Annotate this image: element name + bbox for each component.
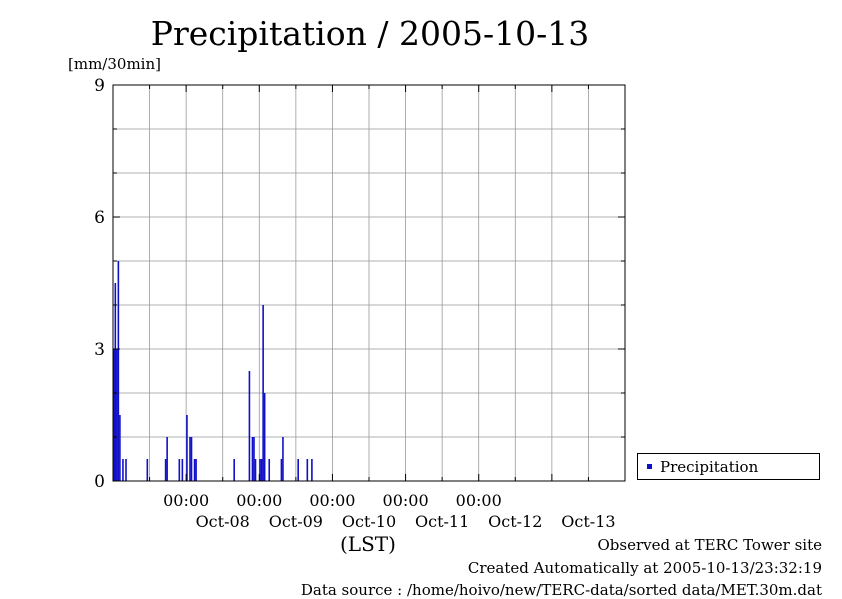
precipitation-bar [262,305,264,481]
precipitation-bar [114,283,117,481]
precipitation-bar [297,459,299,481]
grid-lines [113,85,625,481]
x-tick-time-label: 00:00 [309,491,355,510]
precipitation-bar [260,459,263,481]
precipitation-bar [116,349,118,481]
precipitation-bar [178,459,181,481]
x-tick-date-label: Oct-13 [561,512,615,531]
y-axis-unit-label: [mm/30min] [68,55,161,73]
precipitation-bar [311,459,313,481]
precipitation-bar [280,459,283,481]
tick-labels: 0 3 6 9 00:00 00:00 00:00 00:00 00:00 Oct-08 Oct-0… [94,76,615,531]
precipitation-bar [122,459,124,481]
precipitation-bar [263,393,266,481]
x-axis-label: (LST) [340,532,396,556]
precipitation-bar [125,459,127,481]
x-tick-date-label: Oct-10 [342,512,396,531]
precipitation-bar [146,459,149,481]
legend: Precipitation [637,453,820,480]
precipitation-bar [193,459,196,481]
footer-observed: Observed at TERC Tower site [597,536,822,554]
footer-created: Created Automatically at 2005-10-13/23:3… [467,559,822,577]
x-tick-time-label: 00:00 [383,491,429,510]
x-tick-date-label: Oct-08 [196,512,250,531]
precipitation-bar [190,437,193,481]
precipitation-bar [164,459,167,481]
precipitation-bar [282,437,284,481]
axis-ticks [112,84,626,482]
precipitation-bar [117,261,120,481]
precipitation-bar [259,459,261,481]
precipitation-bar [119,415,121,481]
x-tick-date-label: Oct-09 [269,512,323,531]
y-tick-label: 6 [94,208,105,228]
bar-series [113,261,313,481]
x-tick-date-label: Oct-12 [488,512,542,531]
precipitation-bar [195,459,197,481]
footer-source: Data source : /home/hoivo/new/TERC-data/… [300,581,822,599]
precipitation-bar [233,459,235,481]
chart-title: Precipitation / 2005-10-13 [150,14,590,53]
precipitation-bar [189,437,191,481]
precipitation-bar [166,437,168,481]
x-tick-date-label: Oct-11 [415,512,469,531]
precipitation-bar [251,437,254,481]
y-tick-label: 0 [94,472,105,492]
legend-swatch [647,464,652,469]
y-tick-label: 3 [94,340,105,360]
precipitation-bar [113,349,115,481]
x-tick-time-label: 00:00 [163,491,209,510]
precipitation-bar [254,459,257,481]
precipitation-bar [306,459,309,481]
precipitation-bar [181,459,184,481]
precipitation-bar [186,415,188,481]
y-tick-label: 9 [94,76,105,96]
x-tick-time-label: 00:00 [236,491,282,510]
legend-label: Precipitation [660,458,759,476]
precipitation-bar [253,437,255,481]
precipitation-bar [268,459,271,481]
x-tick-time-label: 00:00 [456,491,502,510]
precipitation-bar [248,371,251,481]
